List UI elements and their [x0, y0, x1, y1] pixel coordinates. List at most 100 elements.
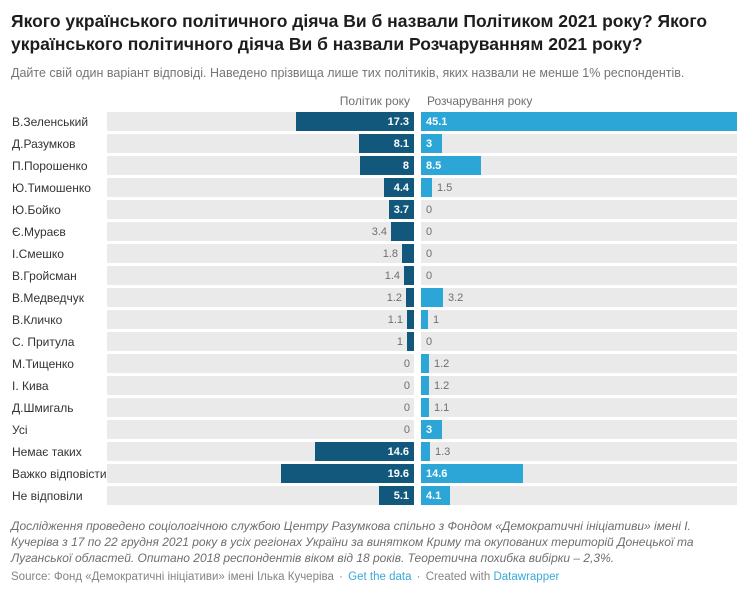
source-label: Source: Фонд «Демократичні ініціативи» і…	[11, 571, 334, 583]
row-label: В.Кличко	[12, 312, 63, 327]
right-bar-track: 8.5	[421, 156, 737, 175]
right-bar[interactable]	[421, 464, 523, 483]
datawrapper-link[interactable]: Datawrapper	[493, 571, 560, 583]
left-bar[interactable]	[406, 288, 414, 307]
left-bar-value: 17.3	[387, 115, 409, 128]
chart-footnote: Дослідження проведено соціологічною служ…	[11, 519, 694, 565]
right-bar-track: 45.1	[421, 112, 737, 131]
left-bar-track: 8	[107, 156, 414, 175]
left-bar-value: 4.4	[393, 181, 409, 194]
right-bar-track: 0	[421, 332, 737, 351]
right-bar[interactable]	[421, 156, 481, 175]
right-bar-track: 0	[421, 222, 737, 241]
left-bar[interactable]	[281, 464, 414, 483]
chart-row: М.Тищенко 0 1.2	[11, 354, 737, 373]
left-bar-track: 8.1	[107, 134, 414, 153]
left-bar-value: 0	[403, 401, 410, 414]
row-label: Не відповіли	[12, 488, 83, 503]
row-label: В.Гройсман	[12, 268, 77, 283]
left-bar-track: 1	[107, 332, 414, 351]
right-bar-value: 3	[426, 423, 433, 436]
left-bar[interactable]	[359, 134, 414, 153]
right-bar[interactable]	[421, 486, 450, 505]
row-gap	[414, 398, 421, 417]
right-bar[interactable]	[421, 376, 429, 395]
row-label: Є.Мураєв	[12, 224, 66, 239]
left-bar-value: 3.4	[371, 225, 387, 238]
right-bar-track: 1.2	[421, 376, 737, 395]
left-bar-value: 1.2	[386, 291, 402, 304]
right-bar[interactable]	[421, 354, 429, 373]
left-bar[interactable]	[379, 486, 414, 505]
row-gap	[414, 486, 421, 505]
right-bar[interactable]	[421, 112, 737, 131]
chart-row: Не відповіли 5.1 4.1	[11, 486, 737, 505]
row-label: Важко відповісти	[12, 466, 107, 481]
right-bar-value: 1.2	[434, 379, 450, 392]
right-bar[interactable]	[421, 420, 442, 439]
left-bar[interactable]	[389, 200, 414, 219]
row-label: С. Притула	[12, 334, 75, 349]
row-gap	[414, 134, 421, 153]
chart-row: І.Смешко 1.8 0	[11, 244, 737, 263]
row-gap	[414, 420, 421, 439]
right-bar-track: 0	[421, 200, 737, 219]
row-gap	[414, 354, 421, 373]
right-bar-value: 8.5	[426, 159, 442, 172]
right-bar-track: 1.2	[421, 354, 737, 373]
right-bar[interactable]	[421, 442, 430, 461]
left-bar-track: 4.4	[107, 178, 414, 197]
row-gap	[414, 464, 421, 483]
left-bar[interactable]	[296, 112, 414, 131]
left-bar[interactable]	[404, 266, 414, 285]
right-bar[interactable]	[421, 288, 443, 307]
get-data-link[interactable]: Get the data	[348, 571, 412, 583]
right-bar[interactable]	[421, 310, 428, 329]
chart-row: В.Гройсман 1.4 0	[11, 266, 737, 285]
left-bar-value: 8	[402, 159, 409, 172]
source-separator-1: ·	[339, 571, 343, 583]
right-bar[interactable]	[421, 398, 429, 417]
column-header-politician-of-year: Політик року	[339, 94, 410, 108]
left-bar[interactable]	[384, 178, 414, 197]
right-bar-value: 0	[426, 269, 433, 282]
chart-title: Якого українського політичного діяча Ви …	[11, 11, 708, 54]
right-bar-track: 3.2	[421, 288, 737, 307]
left-bar-value: 1.4	[384, 269, 400, 282]
chart-row: Немає таких 14.6 1.3	[11, 442, 737, 461]
left-bar-track: 0	[107, 376, 414, 395]
row-label: І. Кива	[12, 378, 49, 393]
row-gap	[414, 266, 421, 285]
right-bar[interactable]	[421, 134, 442, 153]
right-bar[interactable]	[421, 178, 432, 197]
left-bar[interactable]	[407, 332, 414, 351]
chart-row: В.Медведчук 1.2 3.2	[11, 288, 737, 307]
left-bar[interactable]	[315, 442, 414, 461]
left-bar-value: 0	[403, 357, 410, 370]
right-bar-track: 0	[421, 244, 737, 263]
left-bar-track: 1.4	[107, 266, 414, 285]
row-label: В.Медведчук	[12, 290, 85, 305]
left-bar[interactable]	[360, 156, 414, 175]
left-bar[interactable]	[407, 310, 414, 329]
left-bar-value: 5.1	[393, 489, 409, 502]
left-bar[interactable]	[402, 244, 414, 263]
left-bar[interactable]	[391, 222, 414, 241]
chart-row: Д.Разумков 8.1 3	[11, 134, 737, 153]
row-label: Д.Шмигаль	[12, 400, 74, 415]
right-bar-track: 3	[421, 134, 737, 153]
right-bar-value: 1.5	[437, 181, 453, 194]
left-bar-track: 14.6	[107, 442, 414, 461]
right-bar-track: 1.1	[421, 398, 737, 417]
row-gap	[414, 156, 421, 175]
right-bar-value: 1.1	[434, 401, 450, 414]
left-bar-value: 19.6	[387, 467, 409, 480]
chart-row: Важко відповісти 19.6 14.6	[11, 464, 737, 483]
chart-row: Д.Шмигаль 0 1.1	[11, 398, 737, 417]
row-label: П.Порошенко	[12, 158, 88, 173]
chart-row: Є.Мураєв 3.4 0	[11, 222, 737, 241]
left-bar-value: 14.6	[387, 445, 409, 458]
left-bar-value: 3.7	[393, 203, 409, 216]
row-gap	[414, 222, 421, 241]
left-bar-track: 1.2	[107, 288, 414, 307]
